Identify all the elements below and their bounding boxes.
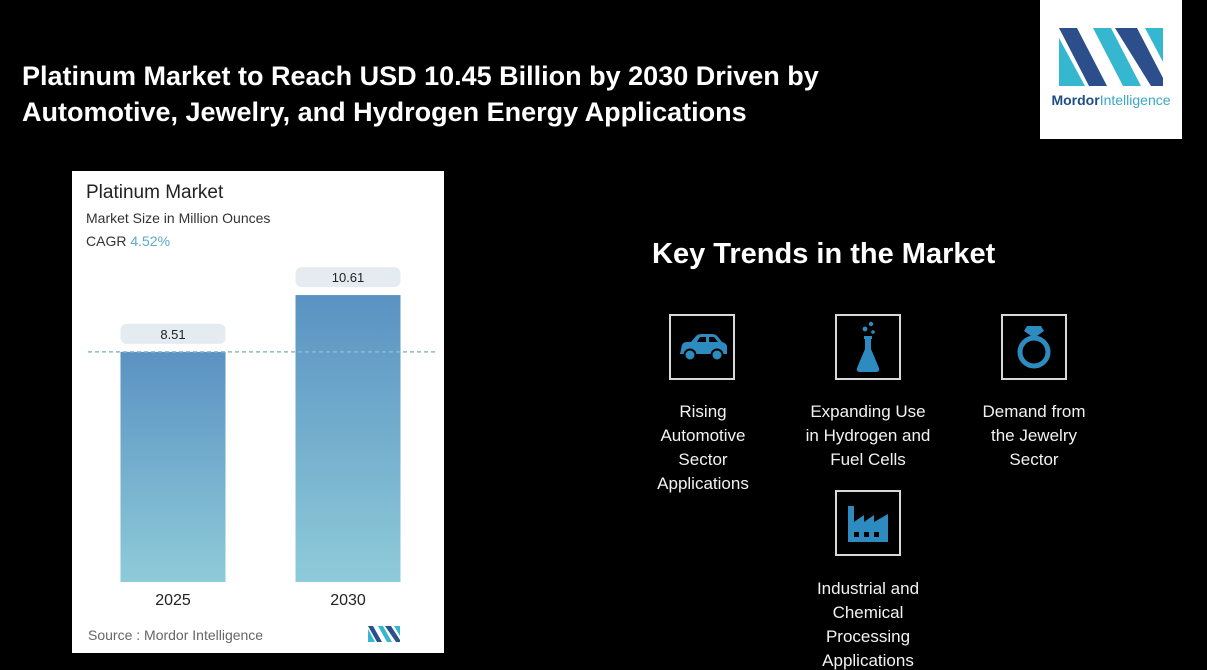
mini-logo-icon [368,626,400,642]
logo-word-1: Mordor [1051,92,1100,108]
trend-label-automotive: Rising Automotive Sector Applications [657,402,749,493]
chart-source: Source : Mordor Intelligence [88,627,264,643]
logo-wordmark: MordorIntelligence [1040,92,1182,108]
title-line-2: Automotive, Jewelry, and Hydrogen Energy… [22,97,747,127]
trend-label-industrial: Industrial and Chemical Processing Appli… [816,579,920,670]
trend-label-jewelry: Demand from the Jewelry Sector [982,402,1086,469]
bar-2025 [120,351,226,582]
logo-word-2: Intelligence [1099,92,1171,108]
ring-icon [1001,314,1067,380]
key-trends-title: Key Trends in the Market [652,238,996,270]
x-tick-2025: 2025 [155,592,191,609]
bar-2030 [295,295,401,582]
mordor-intelligence-logo: MordorIntelligence [1040,0,1182,139]
data-label-box-2025 [120,323,226,344]
factory-icon [835,490,901,556]
data-label-2030: 10.61 [332,270,365,285]
car-icon [669,314,735,380]
data-label-2025: 8.51 [160,327,185,342]
cagr-value: 4.52% [130,233,171,249]
page-title: Platinum Market to Reach USD 10.45 Billi… [22,58,982,130]
logo-mark-icon [1059,28,1163,86]
cagr-label: CAGR [86,233,127,249]
cagr-line: CAGR 4.52% [86,233,170,249]
trend-label-hydrogen: Expanding Use in Hydrogen and Fuel Cells [805,402,931,469]
data-label-box-2030 [295,267,401,288]
flask-icon [835,314,901,380]
chart-card: Platinum Market Market Size in Million O… [72,171,444,653]
x-tick-2030: 2030 [330,592,366,609]
bar-chart: 8.51 2025 10.61 2030 [88,267,438,609]
chart-title: Platinum Market [86,182,224,203]
chart-subtitle: Market Size in Million Ounces [86,210,271,226]
title-line-1: Platinum Market to Reach USD 10.45 Billi… [22,61,819,91]
